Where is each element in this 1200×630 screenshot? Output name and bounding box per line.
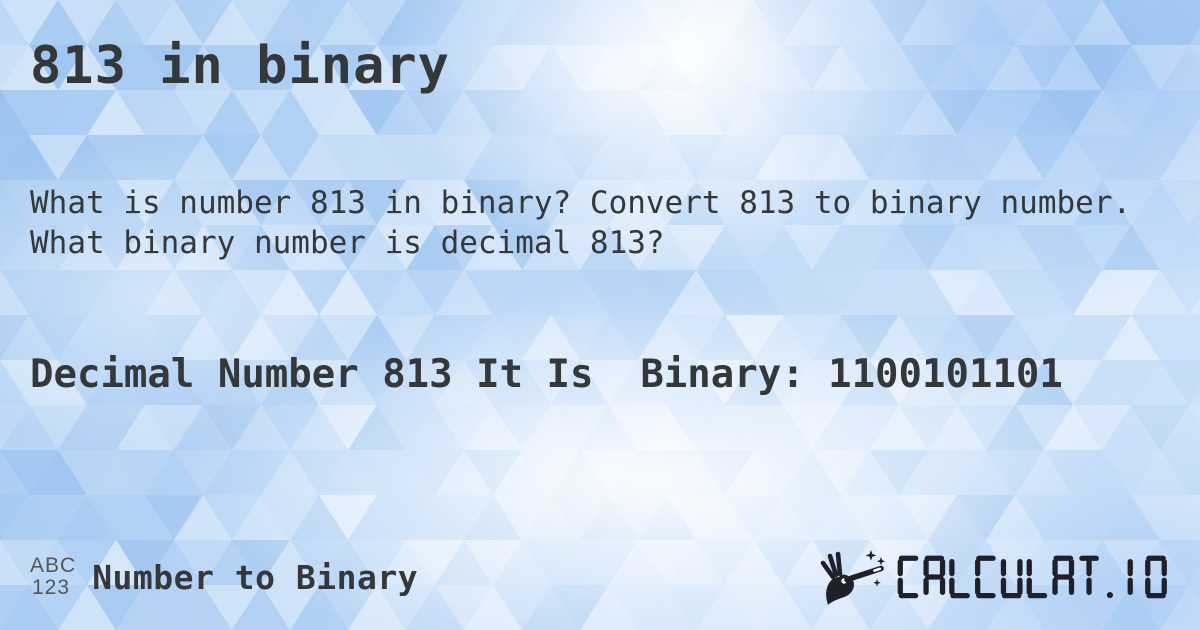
category-badge: ABC 123 Number to Binary <box>30 555 418 599</box>
magic-wand-icon <box>820 550 885 605</box>
description-line-1: What is number 813 in binary? Convert 81… <box>30 185 1132 221</box>
binary-value: 1100101101 <box>828 352 1063 397</box>
page-description: What is number 813 in binary? Convert 81… <box>30 183 1131 263</box>
page-title: 813 in binary <box>30 36 450 96</box>
brand-wordmark <box>897 555 1167 598</box>
description-line-2: What binary number is decimal 813? <box>30 225 665 261</box>
category-label: Number to Binary <box>92 557 419 597</box>
conversion-result: Decimal Number 813 It Is Binary: 110010110… <box>30 352 1063 397</box>
footer: ABC 123 Number to Binary <box>30 546 1170 608</box>
abc-icon-line2: 123 <box>32 576 71 599</box>
binary-label: Binary: <box>640 352 805 397</box>
abc-icon-line1: ABC <box>30 554 77 577</box>
abc123-icon: ABC 123 <box>30 555 76 599</box>
brand-logo <box>813 548 1170 606</box>
result-prefix: Decimal Number 813 It Is <box>30 352 594 397</box>
